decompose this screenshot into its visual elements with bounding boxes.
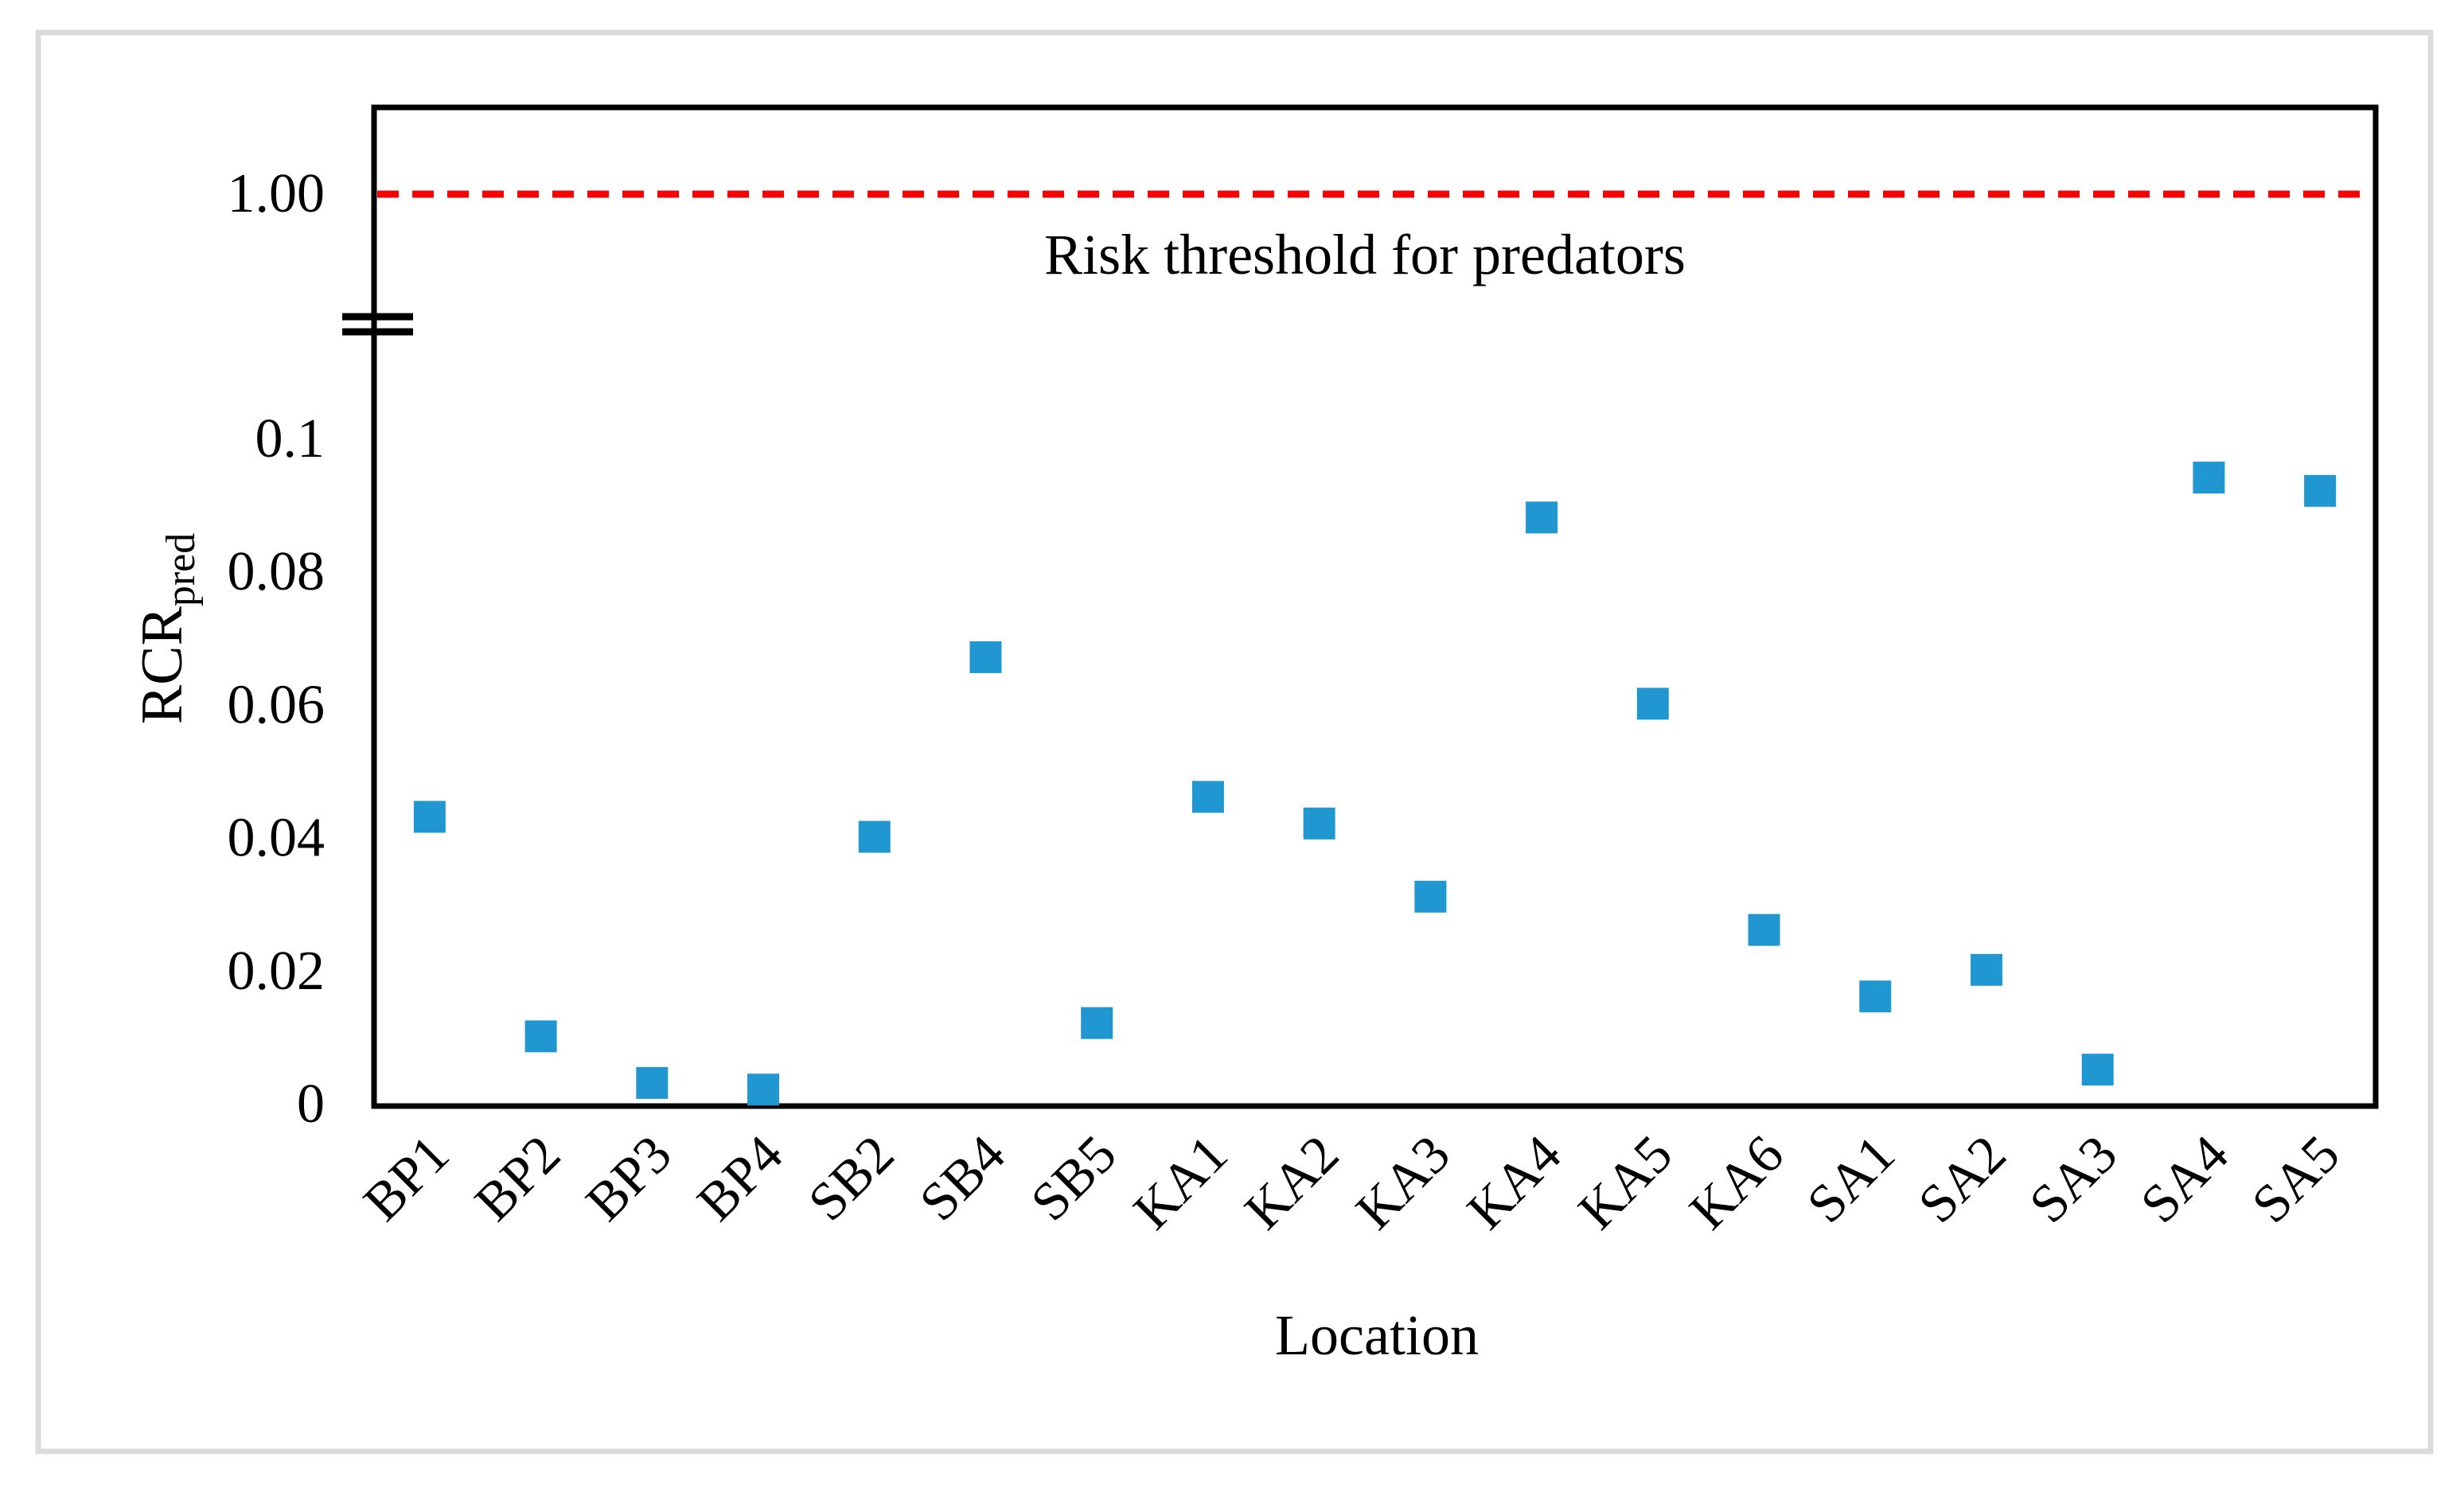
data-point-SA4 xyxy=(2193,462,2225,494)
data-point-KA3 xyxy=(1414,880,1447,913)
data-point-KA4 xyxy=(1526,501,1558,534)
plot-frame xyxy=(371,104,2379,1109)
y-tick-label-1.00: 1.00 xyxy=(228,163,326,224)
data-point-BP3 xyxy=(636,1066,669,1099)
y-axis-title: RCRpred xyxy=(130,533,204,724)
data-point-KA2 xyxy=(1303,807,1335,839)
x-tick-label-SA5: SA5 xyxy=(2240,1124,2350,1234)
axis-break-icon xyxy=(342,313,413,336)
data-point-KA6 xyxy=(1748,914,1780,946)
data-point-KA1 xyxy=(1191,781,1224,813)
y-axis-tick-labels: 0 0.02 0.04 0.06 0.08 0.1 1.00 xyxy=(228,163,326,1135)
x-tick-label-KA2: KA2 xyxy=(1233,1124,1350,1241)
data-point-SB5 xyxy=(1081,1007,1113,1039)
y-tick-label-0: 0 xyxy=(297,1073,325,1135)
x-tick-label-SA2: SA2 xyxy=(1906,1124,2017,1234)
x-tick-label-SB5: SB5 xyxy=(1019,1124,1128,1233)
y-axis-title-subscript: pred xyxy=(158,533,204,606)
data-point-BP2 xyxy=(524,1020,557,1053)
x-tick-label-BP3: BP3 xyxy=(574,1124,683,1233)
x-tick-label-SA4: SA4 xyxy=(2129,1124,2240,1234)
x-tick-label-KA1: KA1 xyxy=(1121,1124,1238,1241)
x-tick-label-BP4: BP4 xyxy=(685,1124,794,1233)
x-tick-label-BP1: BP1 xyxy=(352,1124,461,1233)
data-point-SB2 xyxy=(858,820,891,853)
data-point-KA5 xyxy=(1636,688,1669,720)
x-tick-label-SA3: SA3 xyxy=(2018,1124,2128,1234)
y-tick-label-0.08: 0.08 xyxy=(228,541,326,602)
y-tick-label-0.04: 0.04 xyxy=(228,808,326,869)
figure-border xyxy=(35,29,2434,1455)
data-point-SB4 xyxy=(969,641,1002,673)
x-tick-label-KA4: KA4 xyxy=(1455,1124,1572,1241)
data-point-SA5 xyxy=(2304,474,2337,507)
data-point-SA2 xyxy=(1970,953,2002,986)
data-point-SA3 xyxy=(2081,1054,2114,1086)
x-tick-label-SB2: SB2 xyxy=(797,1124,906,1233)
x-tick-label-KA3: KA3 xyxy=(1344,1124,1461,1241)
x-tick-label-SB4: SB4 xyxy=(907,1124,1016,1233)
threshold-label: Risk threshold for predators xyxy=(1044,223,1686,286)
y-tick-label-0.02: 0.02 xyxy=(228,941,326,1002)
y-tick-label-0.1: 0.1 xyxy=(255,408,326,469)
x-tick-label-SA1: SA1 xyxy=(1795,1124,1906,1234)
data-point-BP1 xyxy=(413,801,446,833)
data-point-BP4 xyxy=(747,1073,780,1106)
x-tick-label-BP2: BP2 xyxy=(463,1124,572,1233)
data-points xyxy=(413,462,2337,1106)
x-tick-label-KA6: KA6 xyxy=(1678,1124,1795,1241)
y-axis-title-main: RCR xyxy=(130,606,195,725)
y-tick-label-0.06: 0.06 xyxy=(228,674,326,735)
data-point-SA1 xyxy=(1859,980,1892,1013)
x-tick-label-KA5: KA5 xyxy=(1566,1124,1683,1241)
x-axis-title: Location xyxy=(1275,1303,1479,1367)
